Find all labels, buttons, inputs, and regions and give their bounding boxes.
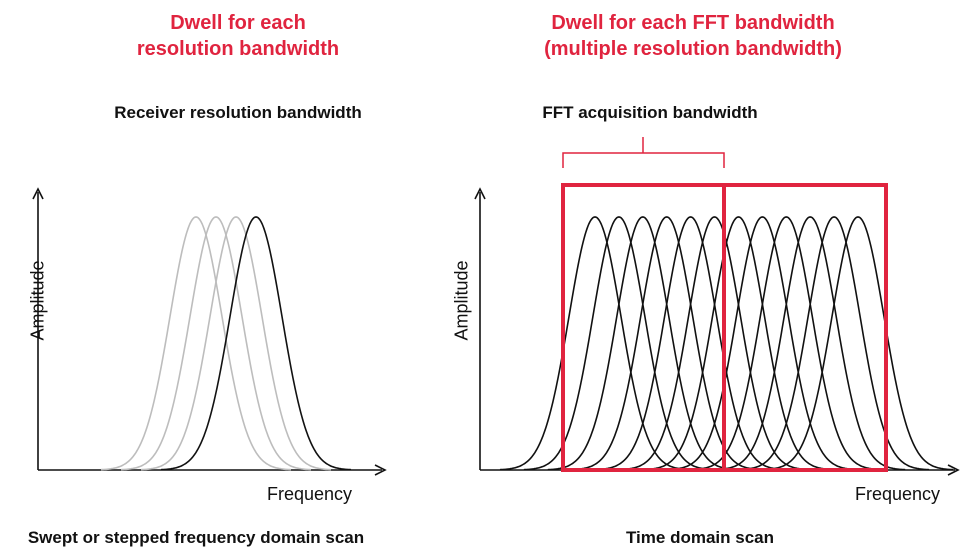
right-curve-4 [571, 216, 762, 471]
left-curve-1 [100, 216, 292, 471]
fft-bracket [562, 137, 725, 168]
right-curve-5 [595, 216, 786, 471]
left-title-line2: resolution bandwidth [136, 38, 340, 60]
right-curve-1 [499, 216, 691, 471]
left-title: Dwell for each resolution bandwidth [118, 10, 358, 62]
fft-blocks [561, 183, 888, 472]
right-curves [499, 216, 954, 471]
right-curve-3 [547, 216, 738, 471]
right-x-axis-arrow [947, 464, 960, 476]
right-curve-8 [667, 216, 858, 471]
right-curve-10 [715, 216, 906, 471]
right-curve-9 [691, 216, 882, 471]
right-title-line1: Dwell for each FFT bandwidth [551, 12, 835, 34]
left-caption: Swept or stepped frequency domain scan [27, 528, 365, 547]
left-x-axis-arrow [374, 464, 387, 476]
left-axes [32, 187, 387, 476]
left-curves [100, 216, 352, 471]
right-curve-7 [643, 216, 834, 471]
fft-block-2 [722, 183, 888, 472]
right-title-line2: (multiple resolution bandwidth) [544, 38, 842, 60]
left-y-axis-arrow [32, 187, 44, 200]
right-curve-6 [619, 216, 810, 471]
right-curve-11 [739, 216, 930, 471]
left-curve-4 [160, 216, 352, 471]
right-title: Dwell for each FFT bandwidth (multiple r… [543, 10, 843, 62]
left-title-line1: Dwell for each [170, 12, 306, 34]
left-x-axis-label: Frequency [267, 484, 353, 504]
right-subtitle: FFT acquisition bandwidth [542, 103, 758, 122]
right-x-axis-label: Frequency [855, 484, 941, 504]
right-y-axis-arrow [474, 187, 486, 200]
right-caption: Time domain scan [625, 528, 774, 547]
fft-bracket-line [562, 152, 725, 168]
left-subtitle: Receiver resolution bandwidth [114, 103, 362, 122]
right-curve-12 [762, 216, 954, 471]
right-curve-2 [523, 216, 714, 471]
left-curve-2 [120, 216, 312, 471]
left-curve-3 [140, 216, 332, 471]
